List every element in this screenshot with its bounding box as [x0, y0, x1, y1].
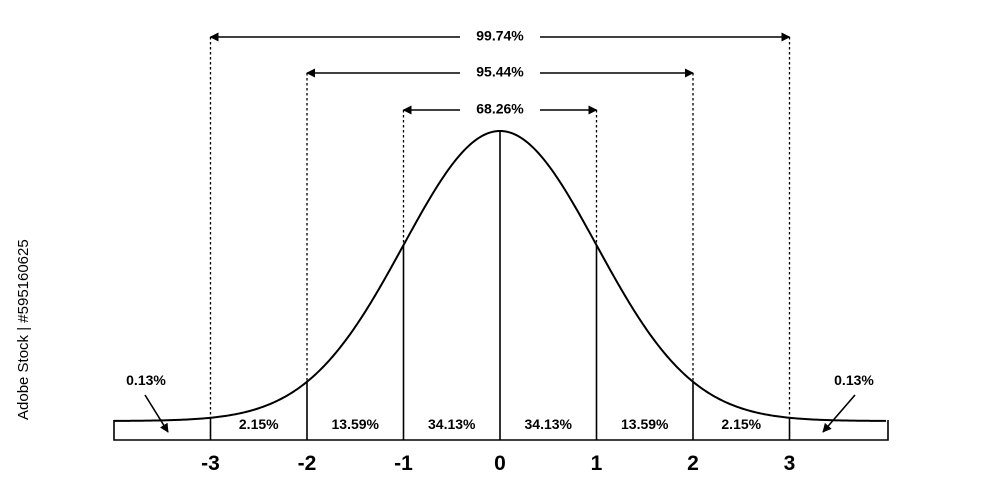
range-99-label: 99.74%	[476, 28, 524, 44]
tail-left-label: 0.13%	[126, 372, 166, 388]
x-tick-label: -2	[298, 452, 317, 475]
range-arrows: 68.26% 95.44% 99.74%	[209, 28, 791, 117]
sigma-lines	[209, 131, 791, 440]
range-guides	[209, 37, 791, 418]
x-tick-label: 3	[784, 452, 796, 475]
x-tick-label: 2	[687, 452, 699, 475]
tail-right-label: 0.13%	[834, 372, 874, 388]
baseline-band	[113, 420, 889, 441]
range-68-label: 68.26%	[476, 101, 524, 117]
x-tick-label: 1	[591, 452, 603, 475]
tail-annotations: 0.13% 0.13%	[126, 372, 874, 433]
range-95-label: 95.44%	[476, 64, 524, 80]
x-tick-labels: -3 -2 -1 0 1 2 3	[201, 452, 795, 475]
tail-right-arrow	[822, 394, 856, 433]
segment-label: 2.15%	[721, 416, 761, 432]
x-tick-label: 0	[494, 452, 506, 475]
segment-label: 34.13%	[428, 416, 476, 432]
segment-label: 13.59%	[621, 416, 669, 432]
segment-label: 13.59%	[332, 416, 380, 432]
tail-left-arrow	[144, 394, 169, 433]
x-tick-label: -1	[394, 452, 413, 475]
segment-label: 34.13%	[525, 416, 573, 432]
segment-labels: 2.15% 13.59% 34.13% 34.13% 13.59% 2.15%	[239, 416, 762, 432]
x-tick-label: -3	[201, 452, 220, 475]
segment-label: 2.15%	[239, 416, 279, 432]
watermark-text: Adobe Stock | #595160625	[15, 239, 32, 420]
